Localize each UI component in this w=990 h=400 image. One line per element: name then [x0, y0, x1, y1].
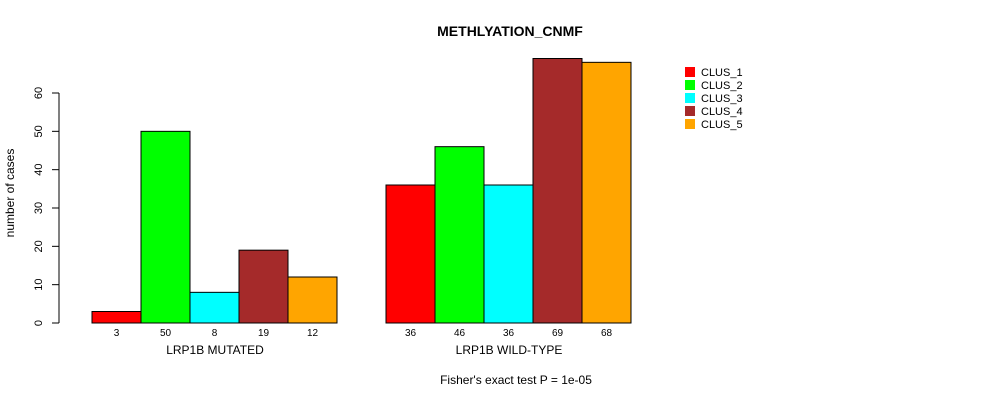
bar-value-label: 50: [160, 328, 172, 339]
group-labels: LRP1B MUTATED LRP1B WILD-TYPE: [166, 343, 562, 357]
legend-swatch: [685, 80, 695, 90]
bar-value-label: 12: [307, 328, 319, 339]
legend-label: CLUS_5: [701, 119, 743, 131]
group-label: LRP1B MUTATED: [166, 343, 264, 357]
legend-swatch: [685, 119, 695, 129]
y-tick-label: 30: [33, 202, 45, 214]
y-tick-label: 10: [33, 279, 45, 291]
bar-value-label: 19: [258, 328, 270, 339]
bar-value-label: 8: [212, 328, 218, 339]
chart-title: METHLYATION_CNMF: [437, 23, 583, 39]
bar-lrp1b-mutated-clus-2: [140, 130, 191, 324]
legend-label: CLUS_4: [701, 106, 743, 118]
bar-value-labels: 3 50 8 19 12 36 46 36 69 68: [114, 328, 613, 339]
fisher-test-footer: Fisher's exact test P = 1e-05: [440, 373, 592, 387]
bar-value-label: 69: [552, 328, 564, 339]
legend-swatch: [685, 106, 695, 116]
bar-lrp1b-wild-type-clus-4: [532, 58, 583, 324]
bar-lrp1b-mutated-clus-3: [189, 291, 240, 324]
y-axis-ticks: 0 10 20 30 40 50 60: [33, 87, 59, 326]
bars-group: [91, 58, 632, 324]
legend-label: CLUS_1: [701, 67, 743, 79]
bar-lrp1b-mutated-clus-1: [91, 311, 142, 324]
y-axis-label: number of cases: [3, 149, 17, 238]
bar-lrp1b-mutated-clus-4: [238, 249, 289, 324]
bar-lrp1b-wild-type-clus-1: [385, 184, 436, 324]
bar-lrp1b-wild-type-clus-3: [483, 184, 534, 324]
bar-value-label: 68: [601, 328, 613, 339]
bar-value-label: 46: [454, 328, 466, 339]
bar-lrp1b-wild-type-clus-2: [434, 146, 485, 324]
bar-value-label: 3: [114, 328, 120, 339]
legend-swatch: [685, 67, 695, 77]
legend-swatch: [685, 93, 695, 103]
legend-label: CLUS_3: [701, 93, 743, 105]
bar-lrp1b-mutated-clus-5: [287, 276, 338, 324]
bar-value-label: 36: [503, 328, 515, 339]
y-tick-label: 50: [33, 125, 45, 137]
bar-value-label: 36: [405, 328, 417, 339]
y-tick-label: 60: [33, 87, 45, 99]
y-tick-label: 40: [33, 164, 45, 176]
legend-label: CLUS_2: [701, 80, 743, 92]
group-label: LRP1B WILD-TYPE: [456, 343, 563, 357]
bar-lrp1b-wild-type-clus-5: [581, 61, 632, 324]
y-tick-label: 20: [33, 240, 45, 252]
y-tick-label: 0: [33, 320, 45, 326]
